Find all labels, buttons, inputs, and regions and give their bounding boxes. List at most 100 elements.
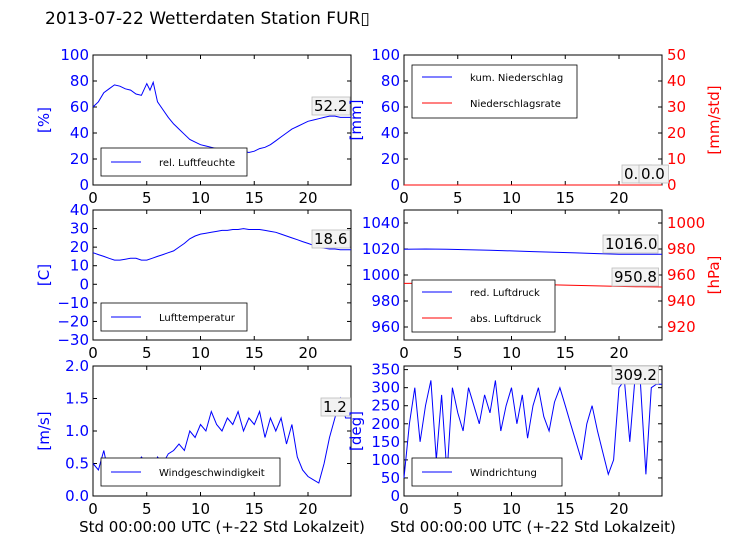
series-line-1 (403, 248, 662, 255)
y-tick-label-right: 1000 (667, 214, 705, 232)
x-tick-label: 0 (88, 189, 98, 207)
y-tick-label: 150 (371, 433, 400, 451)
y-tick-label: −20 (57, 312, 89, 330)
y-tick-label-right: 920 (667, 318, 696, 336)
y-tick-label-right: 10 (667, 150, 686, 168)
value-label-box (611, 267, 659, 287)
y-tick-label: 200 (371, 415, 400, 433)
y-tick-label-right: 980 (667, 240, 696, 258)
y-tick-label: 1020 (362, 240, 400, 258)
y-tick-label: 40 (381, 124, 400, 142)
x-tick-label: 5 (453, 344, 463, 362)
y-tick-label: −30 (57, 331, 89, 349)
y-axis-label: [C] (35, 264, 53, 286)
value-label-2: 0.0 (641, 165, 665, 183)
x-tick-label: 20 (298, 189, 317, 207)
y-tick-label-right: 960 (667, 266, 696, 284)
y-tick-label: 1040 (362, 214, 400, 232)
x-tick-label: 10 (191, 344, 210, 362)
x-tick-label: 5 (142, 344, 152, 362)
y-tick-label: 0 (79, 275, 89, 293)
y-tick-label-right: 40 (667, 72, 686, 90)
x-tick-label: 15 (245, 189, 264, 207)
y-tick-label: 1.5 (65, 390, 89, 408)
y-tick-label: 80 (70, 72, 89, 90)
series-line-1 (92, 228, 351, 261)
y-tick-label: 1.0 (65, 422, 89, 440)
x-tick-label: 0 (399, 344, 409, 362)
value-label-2: 950.8 (614, 268, 657, 286)
y-tick-label: 250 (371, 397, 400, 415)
y-tick-label: 20 (381, 150, 400, 168)
y-tick-label: 0.0 (65, 487, 89, 505)
y-tick-label: 960 (371, 318, 400, 336)
y-tick-label: 30 (70, 220, 89, 238)
x-tick-label: 0 (399, 500, 409, 518)
x-tick-label: 15 (556, 500, 575, 518)
x-tick-label: 5 (142, 189, 152, 207)
x-tick-label: 20 (609, 500, 628, 518)
x-tick-label: 10 (502, 189, 521, 207)
legend-label: Lufttemperatur (159, 313, 236, 324)
y-tick-label: 20 (70, 238, 89, 256)
x-tick-label: 0 (399, 189, 409, 207)
y-tick-label: 0 (79, 176, 89, 194)
y-tick-label: 1000 (362, 266, 400, 284)
y-tick-label: 0.5 (65, 455, 89, 473)
y-tick-label: 60 (381, 98, 400, 116)
x-tick-label: 10 (502, 344, 521, 362)
y-tick-label: 80 (381, 72, 400, 90)
x-tick-label: 5 (453, 500, 463, 518)
x-tick-label: 20 (609, 344, 628, 362)
x-tick-label: 10 (191, 189, 210, 207)
x-tick-label: 20 (609, 189, 628, 207)
x-tick-label: 0 (88, 500, 98, 518)
y-tick-label: 300 (371, 379, 400, 397)
legend-box (411, 279, 556, 333)
legend-label: abs. Luftdruck (470, 314, 541, 325)
y-tick-label-right: 20 (667, 124, 686, 142)
y-axis-label: [deg] (347, 411, 365, 451)
x-axis-label: Std 00:00:00 UTC (+-22 Std Lokalzeit) (390, 518, 676, 536)
x-tick-label: 15 (245, 500, 264, 518)
y-tick-label: 40 (70, 201, 89, 219)
y-tick-label: 10 (70, 257, 89, 275)
y-tick-label: 0 (390, 176, 400, 194)
legend-label: red. Luftdruck (470, 288, 540, 299)
y-tick-label: 50 (381, 469, 400, 487)
y-tick-label: 20 (70, 150, 89, 168)
legend-box (411, 64, 578, 119)
y-tick-label: −10 (57, 294, 89, 312)
y-tick-label: 0 (390, 487, 400, 505)
y-tick-label: 60 (70, 98, 89, 116)
y-tick-label: 100 (371, 451, 400, 469)
x-tick-label: 5 (453, 189, 463, 207)
y-axis-label-right: [mm/std] (705, 85, 723, 154)
value-label-box (320, 397, 351, 417)
y-axis-label: [m/s] (35, 411, 53, 450)
y-tick-label-right: 30 (667, 98, 686, 116)
value-label: 18.6 (314, 230, 347, 248)
x-tick-label: 10 (502, 500, 521, 518)
legend-label: Niederschlagsrate (470, 99, 561, 110)
value-label-box (611, 365, 659, 385)
y-tick-label: 40 (70, 124, 89, 142)
y-tick-label: 2.0 (65, 357, 89, 375)
page-title: 2013-07-22 Wetterdaten Station FUR▯ (45, 9, 370, 29)
value-label: 52.2 (314, 97, 347, 115)
y-axis-label-right: [hPa] (705, 256, 723, 295)
y-tick-label-right: 940 (667, 292, 696, 310)
value-label-box (311, 229, 351, 249)
x-tick-label: 20 (298, 500, 317, 518)
y-tick-label-right: 0 (667, 176, 677, 194)
legend-label: kum. Niederschlag (470, 73, 563, 84)
y-axis-label: [mm] (347, 100, 365, 141)
y-tick-label: 100 (60, 46, 89, 64)
value-label-box (638, 164, 669, 184)
value-label: 1.2 (323, 398, 347, 416)
y-tick-label: 980 (371, 292, 400, 310)
x-tick-label: 15 (556, 189, 575, 207)
y-axis-label: [%] (35, 107, 53, 133)
value-label: 309.2 (614, 366, 657, 384)
value-label-box (602, 234, 659, 254)
